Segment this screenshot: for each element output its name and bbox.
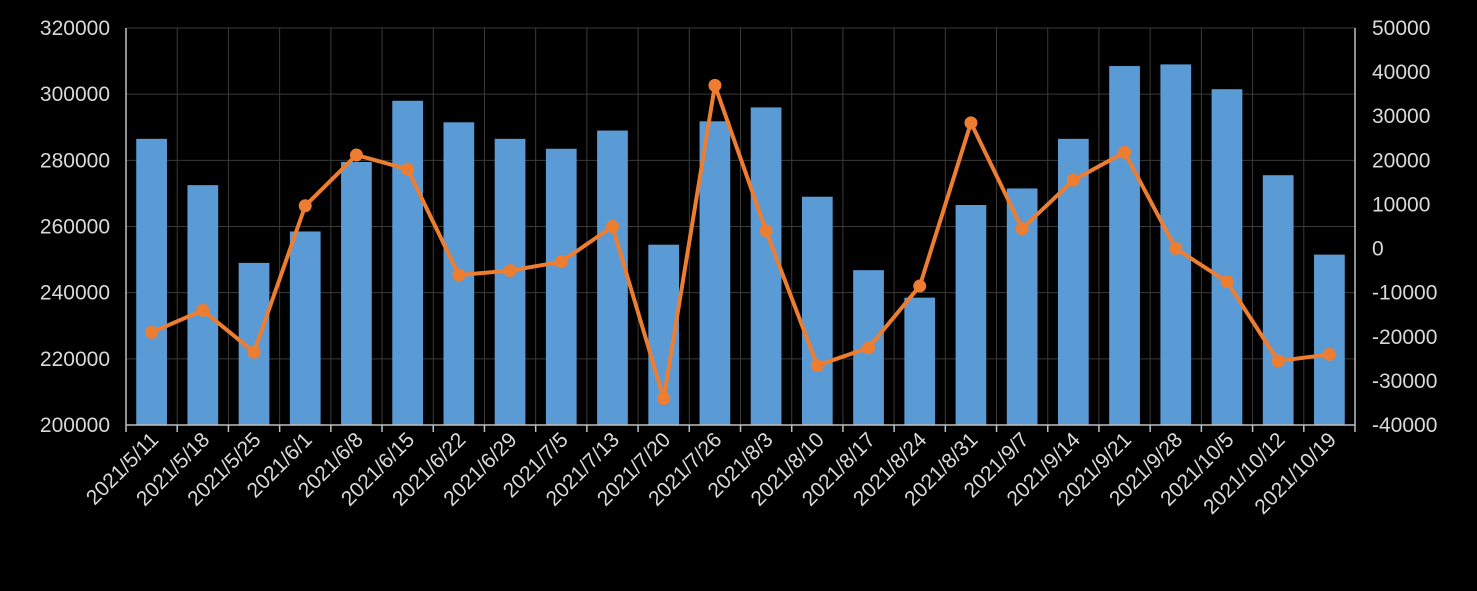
right-tick-label: 0 [1372,238,1384,261]
right-tick-label: 50000 [1372,17,1430,40]
bar [1314,254,1345,425]
line-point [1220,275,1234,289]
left-tick-label: 240000 [40,282,110,305]
right-axis-ticks: -40000 -30000 -20000 -10000 0 10000 20000 30000… [1372,17,1437,437]
left-tick-label: 220000 [40,348,110,371]
line-point [605,220,619,233]
left-tick-label: 320000 [40,17,110,40]
line-point [554,255,568,269]
line-point [298,199,312,213]
bar [494,138,526,425]
bar [545,148,577,426]
line-point [145,325,159,339]
line-point [1066,173,1080,187]
right-tick-label: -10000 [1372,282,1437,305]
line-path [150,83,1330,401]
line-point [196,303,210,317]
left-tick-label: 300000 [40,83,110,106]
right-tick-label: -30000 [1372,370,1437,393]
axes [125,28,1356,432]
bar [341,161,372,426]
left-tick-label: 280000 [40,149,110,172]
bar [1262,175,1294,425]
line-point [247,345,261,359]
bar [136,138,167,425]
line-point [759,224,773,238]
right-tick-label: 10000 [1372,193,1430,216]
right-tick-label: 40000 [1372,61,1430,84]
bar [955,204,987,425]
line-point [708,78,722,92]
right-tick-label: 20000 [1372,149,1430,172]
bar [699,121,731,426]
left-axis-ticks: 200000 220000 240000 260000 280000 300000 3200… [40,17,110,437]
bar [750,107,782,426]
line-point [657,392,671,406]
left-tick-label: 200000 [40,414,110,437]
right-tick-label: -20000 [1372,326,1437,349]
bar [597,130,628,425]
left-tick-label: 260000 [40,216,110,239]
right-tick-label: 30000 [1372,105,1430,128]
bar [1211,89,1243,426]
bar [1109,66,1140,425]
line-point [1322,347,1336,361]
line-point [862,341,876,355]
x-axis-ticks: 2021/5/112021/5/182021/5/252021/6/12021/… [82,428,1341,519]
bar [904,297,936,425]
line-point [913,279,927,293]
line-point [1169,242,1183,256]
right-tick-label: -40000 [1372,414,1437,437]
line-point [1271,354,1285,368]
line-point [1015,222,1029,236]
line-point [964,116,978,130]
line-point [810,358,824,372]
line-point [452,268,466,282]
bar [801,196,833,425]
line-point [503,264,517,278]
bar [392,100,424,426]
line-point [1118,145,1132,159]
bar [289,231,321,425]
line-point [401,162,415,176]
line-point [349,148,363,162]
line-series [145,78,1336,406]
bar-series [136,64,1345,426]
